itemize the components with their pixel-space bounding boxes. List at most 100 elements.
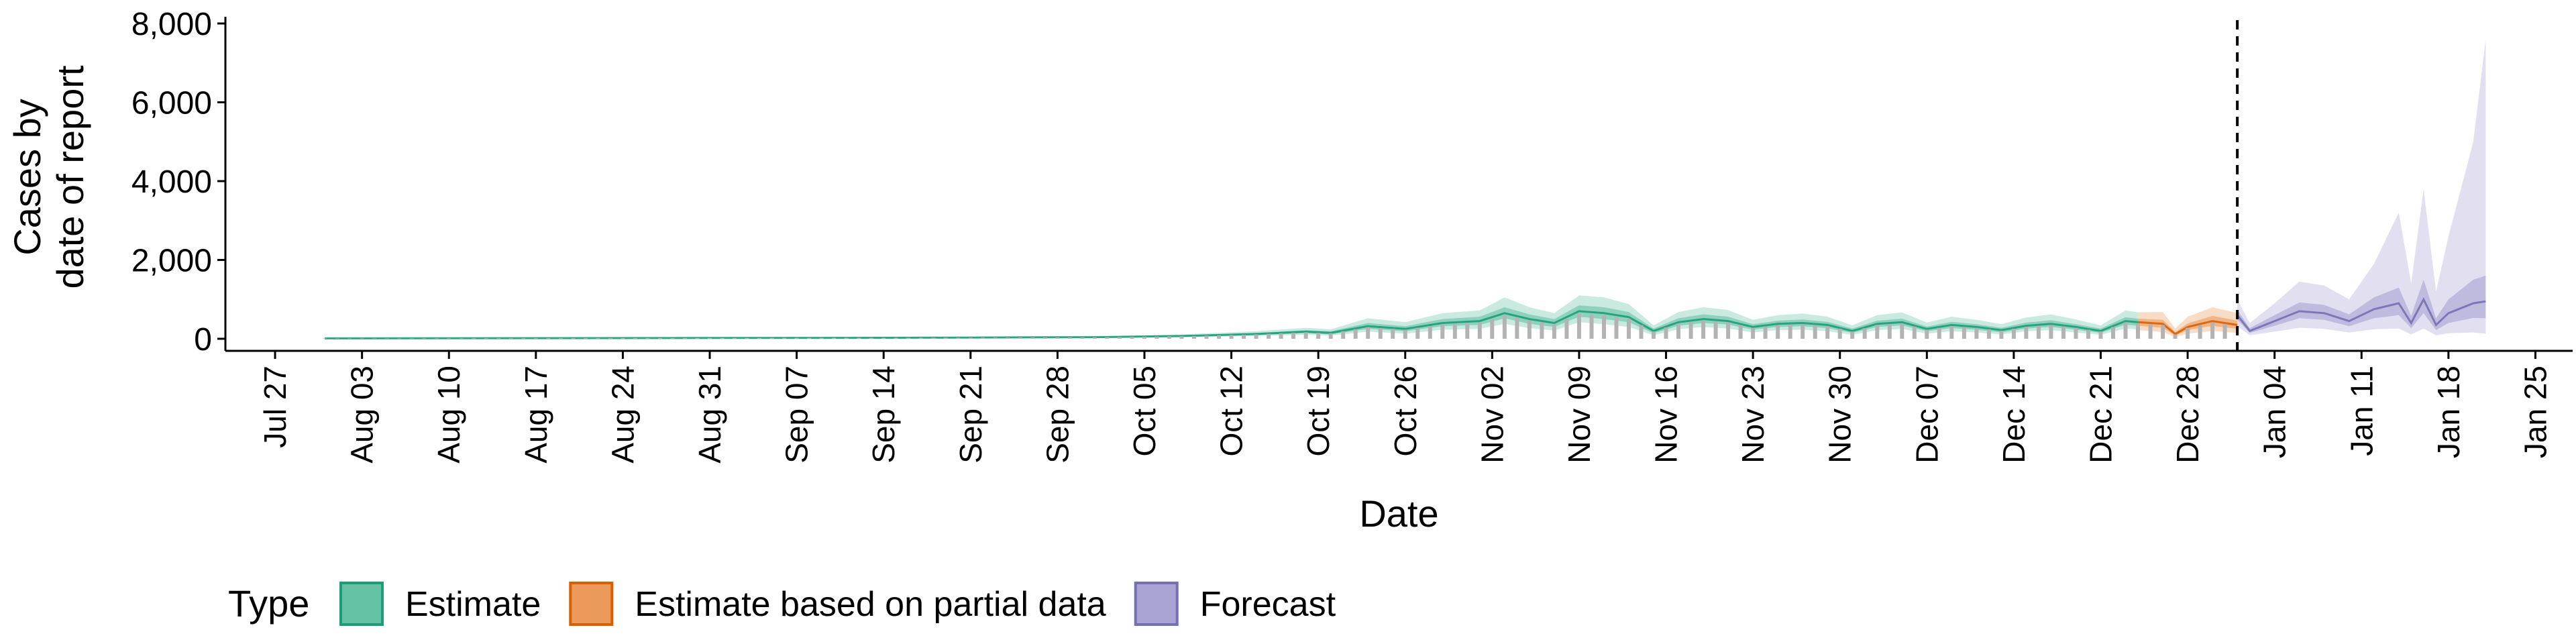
observed-case-bar (1254, 334, 1258, 339)
observed-case-bar (645, 338, 650, 339)
observed-case-bar (819, 337, 824, 339)
observed-case-bar (981, 337, 985, 339)
observed-case-bar (397, 338, 402, 339)
observed-case-bar (508, 338, 513, 339)
observed-case-bar (1192, 335, 1196, 339)
observed-case-bar (918, 337, 923, 339)
observed-case-bar (360, 338, 364, 339)
observed-case-bar (1204, 335, 1209, 339)
observed-case-bar (2198, 325, 2202, 339)
observed-case-bar (1726, 322, 1731, 339)
y-tick-label: 6,000 (131, 86, 212, 121)
x-tick-label: Jan 25 (2518, 366, 2553, 458)
observed-cases-bars (323, 313, 2227, 339)
x-tick-label: Aug 03 (345, 366, 380, 464)
observed-case-bar (1925, 329, 1929, 339)
observed-case-bar (2123, 322, 2128, 339)
observed-case-bar (533, 338, 538, 339)
median-line-1 (2137, 320, 2238, 335)
observed-case-bar (1912, 326, 1917, 339)
observed-case-bar (1576, 313, 1581, 339)
y-tick-label: 2,000 (131, 244, 212, 279)
observed-case-bar (1875, 325, 1880, 339)
observed-case-bar (1788, 324, 1792, 339)
observed-case-bar (1527, 321, 1532, 339)
legend: Type Estimate Estimate based on partial da… (228, 582, 1336, 626)
x-tick-label: Dec 14 (1996, 366, 2031, 464)
y-axis-title-line: date of report (49, 65, 91, 289)
observed-case-bar (1540, 322, 1544, 339)
observed-case-bar (546, 338, 551, 339)
observed-case-bar (1452, 323, 1457, 339)
observed-case-bar (1465, 323, 1470, 339)
x-tick-label: Nov 16 (1649, 366, 1684, 464)
observed-case-bar (1130, 337, 1134, 339)
observed-case-bar (472, 338, 476, 339)
observed-case-bar (1801, 324, 1805, 339)
observed-case-bar (720, 337, 724, 339)
x-tick-label: Aug 31 (692, 366, 727, 464)
observed-case-bar (1428, 326, 1432, 339)
x-tick-label: Aug 17 (519, 366, 553, 464)
y-tick-label: 0 (194, 322, 212, 358)
observed-case-bar (1080, 337, 1085, 339)
observed-case-bar (621, 338, 625, 339)
observed-case-bar (1986, 329, 1991, 339)
observed-case-bar (1701, 321, 1706, 339)
observed-case-bar (1974, 327, 1979, 339)
x-tick-label: Sep 21 (953, 366, 988, 464)
observed-case-bar (1403, 329, 1407, 339)
observed-case-bar (1378, 328, 1383, 339)
observed-case-bar (1142, 336, 1146, 339)
observed-case-bar (459, 338, 464, 339)
observed-case-bar (335, 338, 339, 339)
y-tick-label: 4,000 (131, 164, 212, 200)
observed-case-bar (2036, 325, 2041, 339)
observed-case-bar (2011, 329, 2016, 339)
x-tick-label: Jan 04 (2257, 366, 2292, 458)
observed-case-bar (658, 338, 662, 339)
observed-case-bar (1316, 333, 1321, 339)
observed-case-bar (794, 337, 799, 339)
observed-case-bar (484, 338, 488, 339)
x-tick-label: Nov 09 (1562, 366, 1597, 464)
observed-case-bar (1825, 326, 1830, 339)
observed-case-bar (1030, 337, 1035, 339)
observed-case-bar (1067, 337, 1072, 339)
observed-case-bar (1018, 337, 1022, 339)
observed-case-bar (757, 337, 762, 339)
observed-case-bar (409, 338, 414, 339)
observed-case-bar (1477, 322, 1482, 339)
observed-case-bar (1490, 319, 1495, 339)
legend-label: Forecast (1200, 585, 1336, 624)
median-line-0 (325, 310, 2139, 339)
x-tick-label: Dec 07 (1909, 366, 1944, 464)
observed-case-bar (857, 337, 861, 339)
observed-case-bar (1092, 337, 1097, 339)
observed-case-bar (894, 337, 898, 339)
observed-case-bar (807, 337, 812, 339)
legend-swatch (569, 582, 614, 626)
observed-case-bar (1627, 319, 1631, 339)
y-axis-title-line: Cases by (6, 99, 48, 255)
observed-case-bar (906, 337, 911, 339)
observed-case-bar (1440, 324, 1445, 339)
band-50-0 (325, 305, 2138, 339)
observed-case-bar (1837, 329, 1842, 339)
y-tick-label: 8,000 (131, 7, 212, 42)
observed-case-bar (372, 338, 377, 339)
observed-case-bar (670, 338, 675, 339)
observed-case-bar (2210, 322, 2215, 339)
legend-swatch (339, 582, 384, 626)
observed-case-bar (1328, 333, 1333, 339)
observed-case-bar (931, 337, 936, 339)
observed-case-bar (1179, 336, 1184, 339)
observed-case-bar (608, 338, 612, 339)
observed-case-bar (1949, 326, 1954, 339)
observed-case-bar (1639, 325, 1644, 339)
observed-case-bar (844, 337, 849, 339)
observed-case-bar (1341, 331, 1346, 339)
band-50-2 (2237, 276, 2486, 333)
observed-case-bar (993, 337, 998, 339)
observed-case-bar (869, 337, 873, 339)
